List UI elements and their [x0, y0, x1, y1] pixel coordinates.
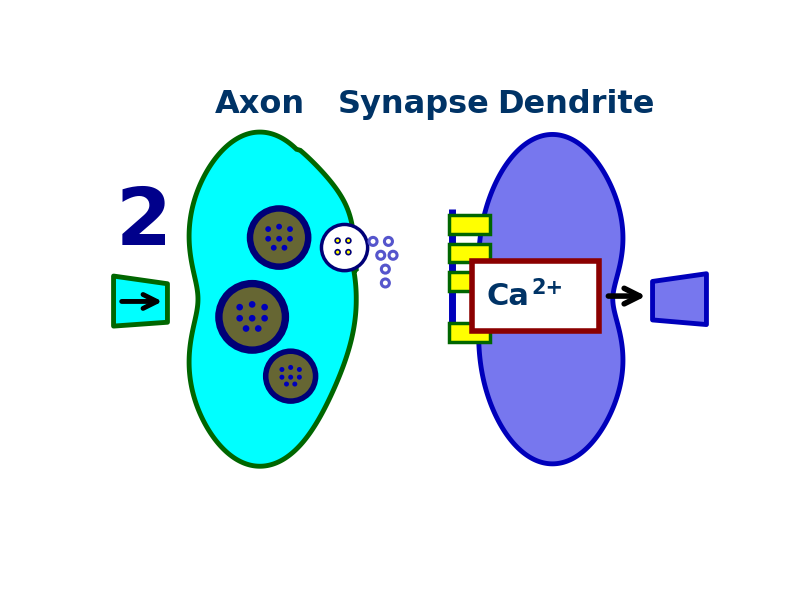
Circle shape	[263, 349, 318, 404]
Circle shape	[266, 226, 271, 232]
Circle shape	[255, 325, 262, 332]
Circle shape	[242, 325, 250, 332]
Circle shape	[335, 250, 340, 254]
Text: Dendrite: Dendrite	[497, 89, 654, 120]
Text: Axon: Axon	[214, 89, 305, 120]
FancyBboxPatch shape	[472, 260, 599, 331]
Polygon shape	[114, 276, 167, 326]
Circle shape	[249, 301, 255, 308]
Circle shape	[271, 245, 277, 251]
Text: Synapse: Synapse	[338, 89, 490, 120]
Circle shape	[292, 382, 298, 386]
Circle shape	[279, 374, 285, 380]
FancyBboxPatch shape	[449, 215, 490, 233]
Circle shape	[276, 236, 282, 242]
Circle shape	[215, 280, 289, 354]
Circle shape	[297, 374, 302, 380]
FancyBboxPatch shape	[449, 272, 490, 290]
Circle shape	[262, 304, 268, 310]
Polygon shape	[653, 274, 706, 325]
Circle shape	[297, 367, 302, 372]
Circle shape	[346, 238, 351, 243]
Circle shape	[279, 367, 285, 372]
Text: 2+: 2+	[531, 278, 563, 298]
Circle shape	[249, 315, 255, 322]
Circle shape	[287, 236, 293, 242]
Text: Ca: Ca	[487, 281, 530, 311]
Circle shape	[288, 365, 293, 370]
Circle shape	[266, 236, 271, 242]
FancyBboxPatch shape	[449, 323, 490, 341]
Polygon shape	[189, 132, 356, 466]
Circle shape	[346, 250, 351, 254]
Circle shape	[254, 212, 305, 263]
Circle shape	[236, 304, 243, 310]
Circle shape	[269, 354, 313, 398]
Circle shape	[222, 287, 282, 346]
Circle shape	[246, 205, 311, 270]
Circle shape	[288, 374, 293, 380]
Circle shape	[276, 224, 282, 230]
Circle shape	[322, 224, 368, 271]
Circle shape	[282, 245, 287, 251]
Text: 2: 2	[116, 184, 172, 262]
FancyBboxPatch shape	[449, 244, 490, 262]
Circle shape	[236, 315, 243, 322]
Polygon shape	[478, 134, 623, 464]
Circle shape	[284, 382, 289, 386]
Circle shape	[287, 226, 293, 232]
Circle shape	[262, 315, 268, 322]
Circle shape	[335, 238, 340, 243]
